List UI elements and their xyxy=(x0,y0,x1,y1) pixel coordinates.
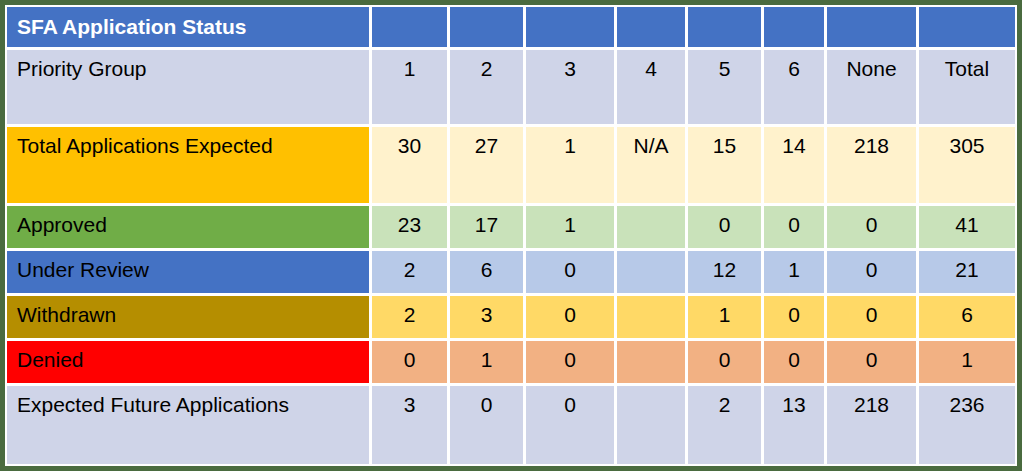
value-cell: 0 xyxy=(688,206,761,248)
value-cell: 1 xyxy=(526,206,614,248)
value-cell: 2 xyxy=(372,296,447,338)
value-cell: 3 xyxy=(372,386,447,464)
value-cell: 0 xyxy=(526,386,614,464)
value-cell: 2 xyxy=(688,386,761,464)
value-cell: 236 xyxy=(919,386,1015,464)
row-label: Expected Future Applications xyxy=(7,386,369,464)
priority-group-column-header: Total xyxy=(919,50,1015,124)
value-cell: 0 xyxy=(827,341,916,383)
header-bar-cell xyxy=(919,7,1015,47)
value-cell: 0 xyxy=(827,251,916,293)
value-cell: 0 xyxy=(450,386,523,464)
row-label: Denied xyxy=(7,341,369,383)
priority-group-column-header: None xyxy=(827,50,916,124)
value-cell: 0 xyxy=(764,341,824,383)
row-label: Total Applications Expected xyxy=(7,127,369,203)
value-cell xyxy=(617,206,685,248)
row-label: Approved xyxy=(7,206,369,248)
header-bar-cell xyxy=(827,7,916,47)
header-bar-cell xyxy=(372,7,447,47)
priority-group-column-header: 4 xyxy=(617,50,685,124)
value-cell: 41 xyxy=(919,206,1015,248)
value-cell: 0 xyxy=(688,341,761,383)
priority-group-column-header: 1 xyxy=(372,50,447,124)
header-bar-cell xyxy=(526,7,614,47)
priority-group-label: Priority Group xyxy=(7,50,369,124)
row-label: Under Review xyxy=(7,251,369,293)
value-cell xyxy=(617,341,685,383)
value-cell: 0 xyxy=(526,296,614,338)
header-bar-cell xyxy=(688,7,761,47)
value-cell: 23 xyxy=(372,206,447,248)
value-cell xyxy=(617,386,685,464)
table-title: SFA Application Status xyxy=(7,7,369,47)
value-cell: 0 xyxy=(372,341,447,383)
value-cell: 21 xyxy=(919,251,1015,293)
value-cell: 0 xyxy=(827,296,916,338)
value-cell: 0 xyxy=(526,341,614,383)
value-cell: 1 xyxy=(450,341,523,383)
value-cell: 6 xyxy=(919,296,1015,338)
priority-group-column-header: 5 xyxy=(688,50,761,124)
header-bar-cell xyxy=(764,7,824,47)
row-label: Withdrawn xyxy=(7,296,369,338)
header-bar-cell xyxy=(617,7,685,47)
header-bar-cell xyxy=(450,7,523,47)
value-cell: 14 xyxy=(764,127,824,203)
value-cell: 27 xyxy=(450,127,523,203)
sfa-status-table-frame: SFA Application StatusPriority Group1234… xyxy=(0,0,1022,471)
value-cell: 2 xyxy=(372,251,447,293)
value-cell: 0 xyxy=(764,296,824,338)
value-cell: 17 xyxy=(450,206,523,248)
value-cell: 218 xyxy=(827,127,916,203)
value-cell: 3 xyxy=(450,296,523,338)
value-cell: N/A xyxy=(617,127,685,203)
sfa-status-table: SFA Application StatusPriority Group1234… xyxy=(7,7,1015,464)
value-cell: 1 xyxy=(526,127,614,203)
value-cell: 1 xyxy=(919,341,1015,383)
value-cell: 0 xyxy=(526,251,614,293)
value-cell: 15 xyxy=(688,127,761,203)
value-cell: 1 xyxy=(764,251,824,293)
priority-group-column-header: 3 xyxy=(526,50,614,124)
priority-group-column-header: 6 xyxy=(764,50,824,124)
priority-group-column-header: 2 xyxy=(450,50,523,124)
value-cell: 0 xyxy=(764,206,824,248)
value-cell: 305 xyxy=(919,127,1015,203)
value-cell xyxy=(617,296,685,338)
value-cell: 30 xyxy=(372,127,447,203)
value-cell: 13 xyxy=(764,386,824,464)
value-cell: 1 xyxy=(688,296,761,338)
value-cell: 6 xyxy=(450,251,523,293)
value-cell: 218 xyxy=(827,386,916,464)
value-cell xyxy=(617,251,685,293)
value-cell: 0 xyxy=(827,206,916,248)
value-cell: 12 xyxy=(688,251,761,293)
